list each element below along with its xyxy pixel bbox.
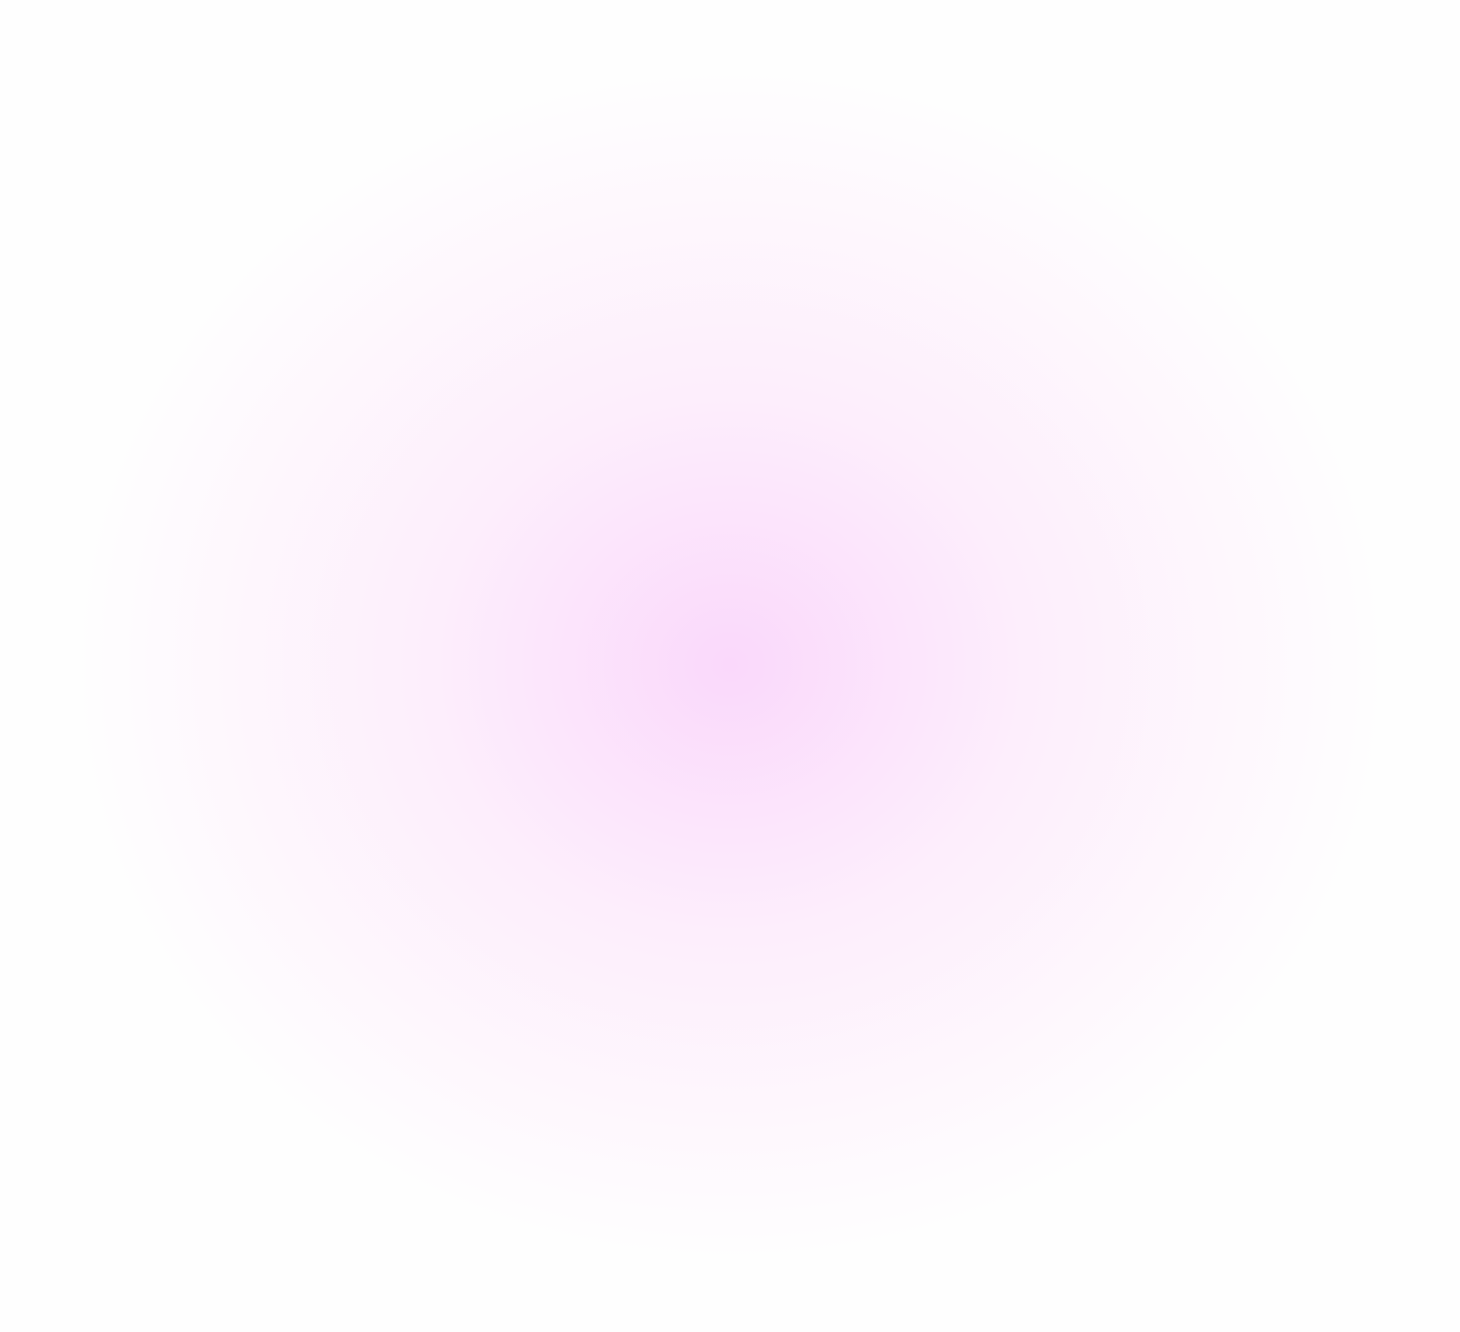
radial-gradient-background [0, 0, 1460, 1332]
